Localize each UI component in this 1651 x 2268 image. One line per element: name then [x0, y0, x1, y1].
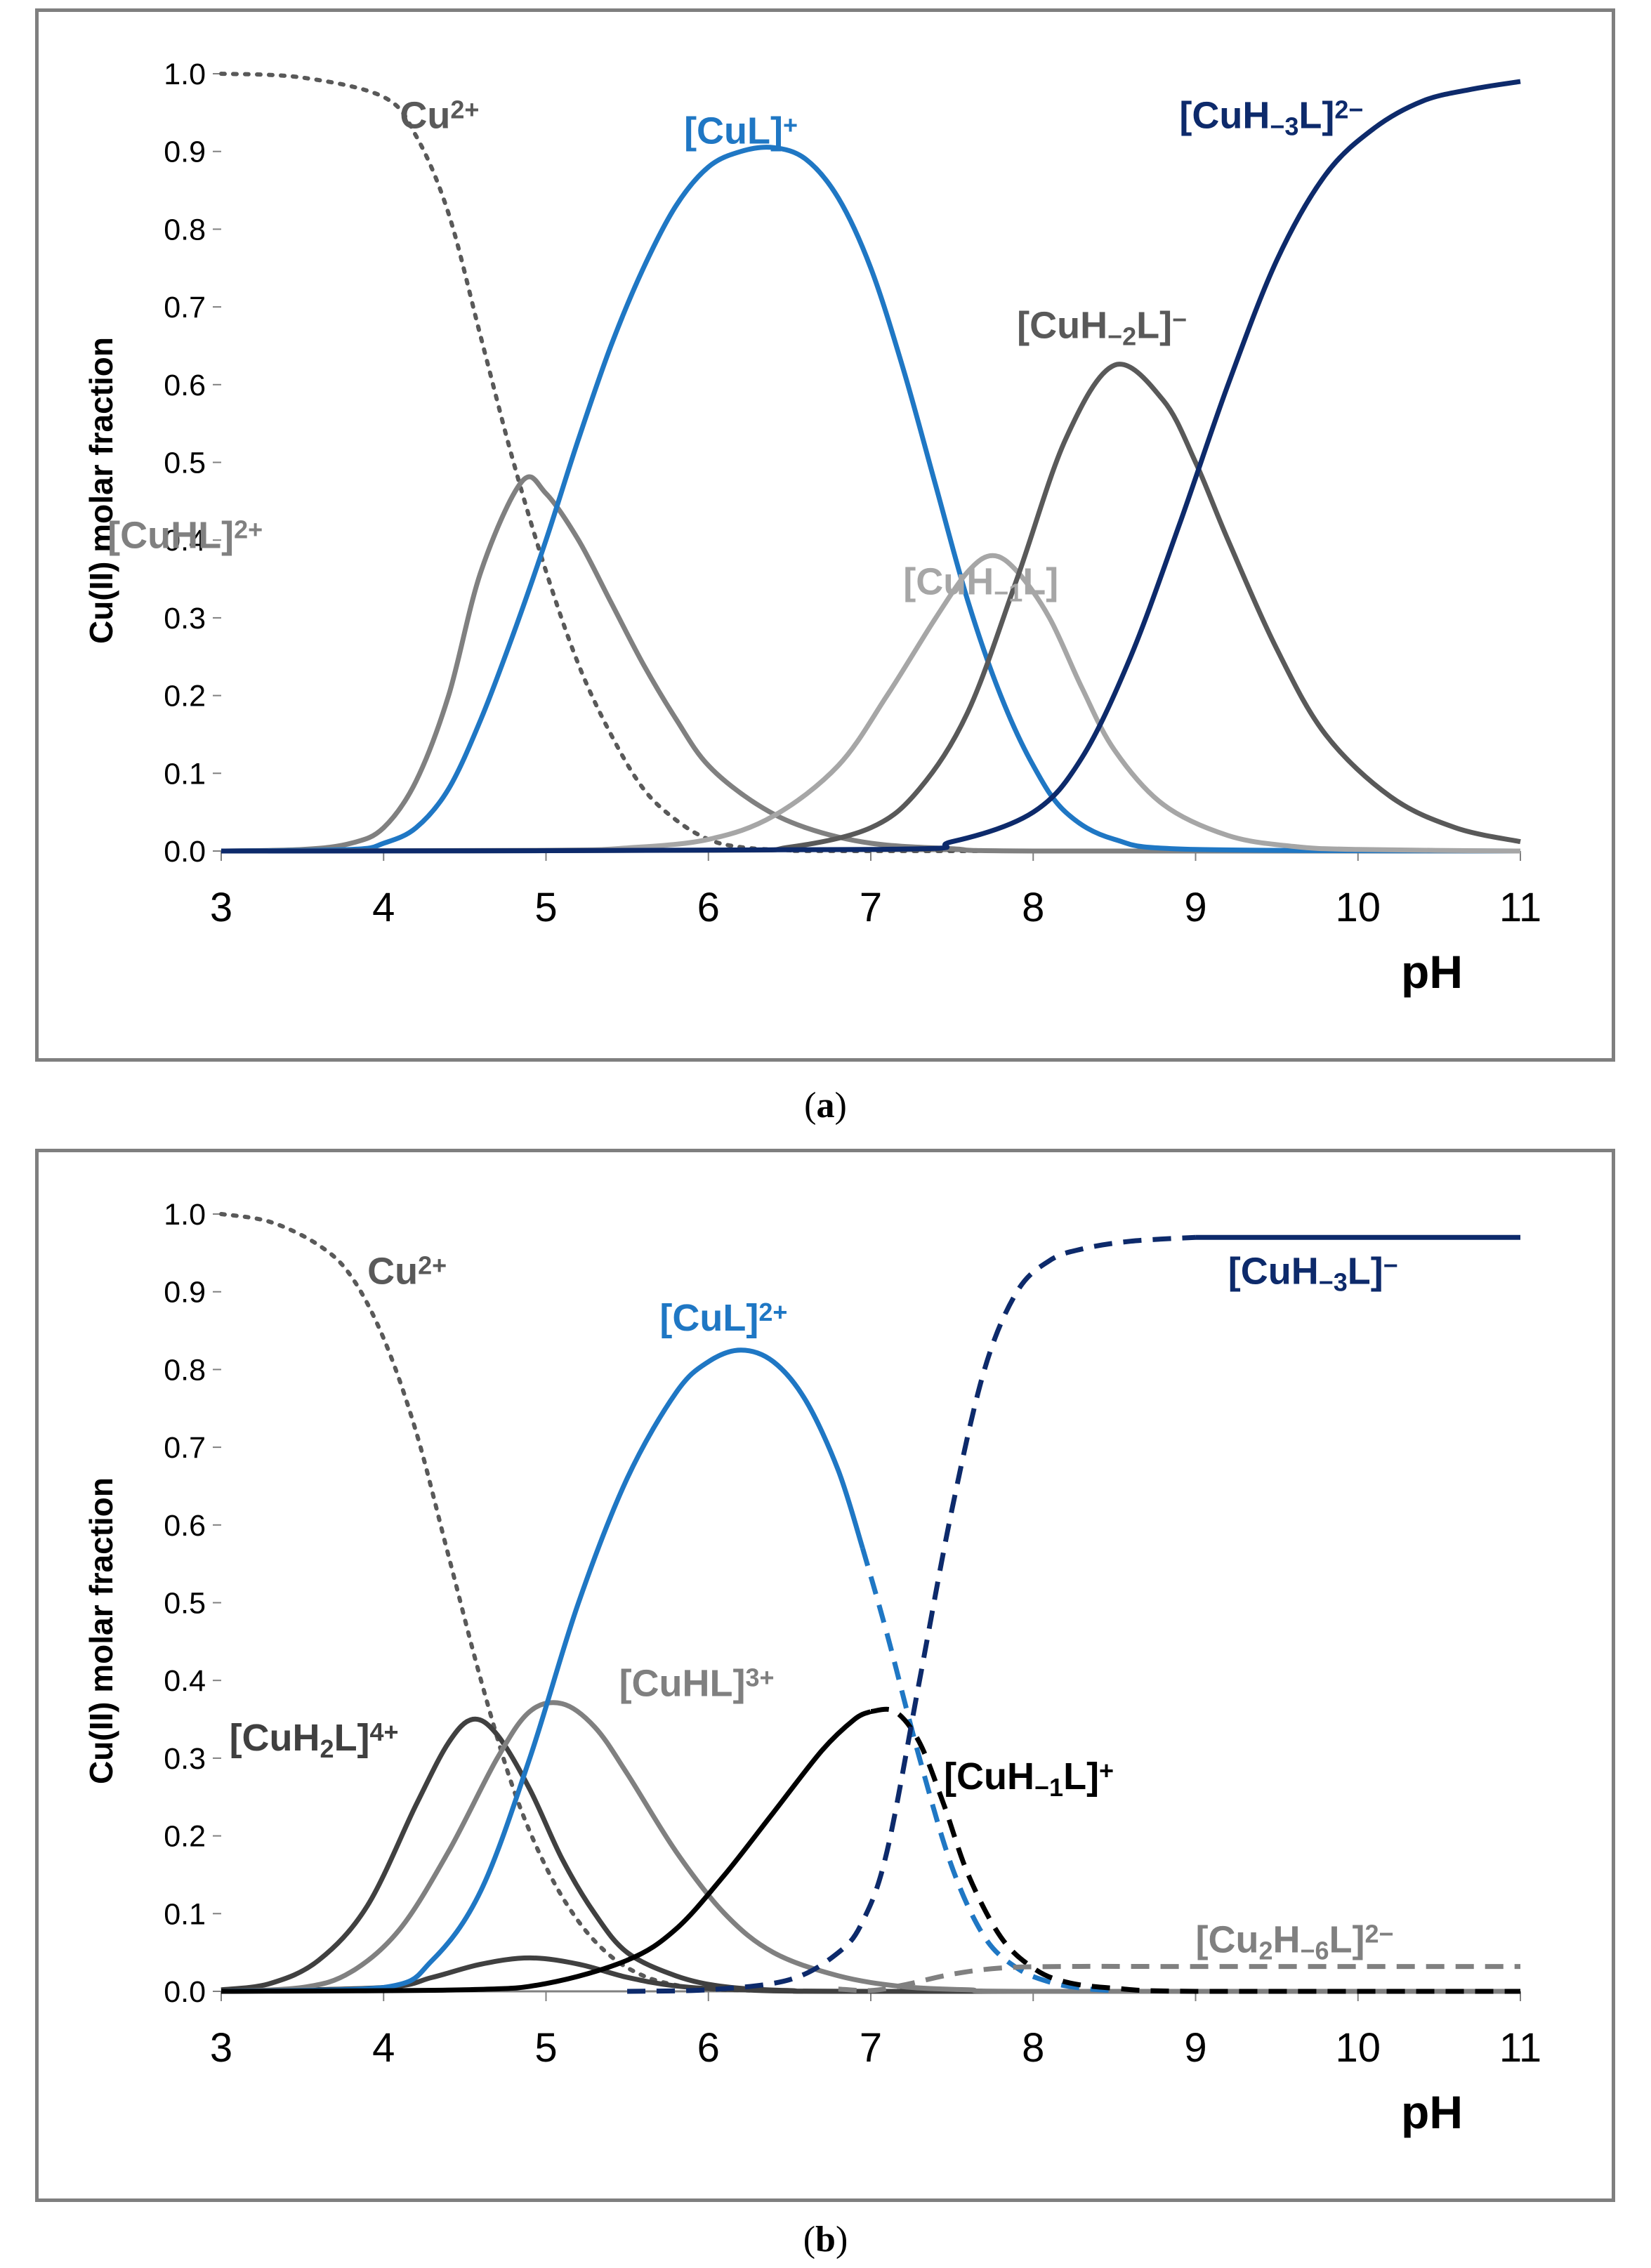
- x-tick-label: 11: [1499, 885, 1541, 930]
- species-label--cul-: [CuL]+: [684, 110, 798, 152]
- caption-b: (b): [803, 2220, 848, 2260]
- x-tick-label: 9: [1184, 2025, 1206, 2071]
- x-tick-label: 4: [372, 885, 395, 930]
- x-tick-label: 9: [1184, 885, 1206, 930]
- y-tick-label: 0.0: [164, 1975, 206, 2009]
- y-tick-label: 0.9: [164, 136, 206, 169]
- y-tick-label: 0.1: [164, 1897, 206, 1931]
- x-tick-label: 3: [210, 2025, 232, 2071]
- y-tick-label: 1.0: [164, 58, 206, 91]
- x-axis-title: pH: [1401, 2086, 1463, 2138]
- y-axis-title: Cu(II) molar fraction: [83, 337, 119, 644]
- series-line--cuhl-3-: [221, 1700, 1520, 1994]
- x-tick-label: 7: [860, 885, 882, 930]
- series-line--cuh-1l-: [221, 1709, 872, 1994]
- series-line-cu2-: [219, 1212, 1522, 1993]
- series-line--cul-2-: [221, 1347, 865, 1994]
- chart-a-svg: 0.0 0.1 0.2 0.3 0.4 0.5 0.6 0.7 0.8 0.9 1.0 3 4 5 6 7 8 9…: [83, 58, 1541, 998]
- series-line--cuh-1l-dashed: [870, 1706, 1520, 1994]
- x-tick-label: 3: [210, 885, 232, 930]
- y-tick-label: 0.3: [164, 602, 206, 635]
- chart-b-svg: 0.0 0.1 0.2 0.3 0.4 0.5 0.6 0.7 0.8 0.9 1.0 3 4 5 6 7 8 9…: [83, 1198, 1541, 2138]
- x-tick-label: 6: [697, 2025, 720, 2071]
- y-tick-label: 0.0: [164, 835, 206, 869]
- caption-a: (a): [804, 1086, 847, 1126]
- y-tick-label: 0.1: [164, 757, 206, 791]
- species-label--cul-2-: [CuL]2+: [659, 1297, 787, 1339]
- x-tick-label: 10: [1335, 2025, 1381, 2071]
- y-tick-label: 0.3: [164, 1742, 206, 1776]
- species-label--cuh2l-4-: [CuH2L]4+: [230, 1717, 399, 1763]
- chart-panel-b: 0.0 0.1 0.2 0.3 0.4 0.5 0.6 0.7 0.8 0.9 1.0 3 4 5 6 7 8 9…: [35, 1149, 1615, 2202]
- species-label-cu2-: Cu2+: [367, 1251, 447, 1293]
- y-tick-label: 0.4: [164, 524, 206, 558]
- x-tick-label: 4: [372, 2025, 395, 2071]
- caption-a-letter: a: [816, 1086, 835, 1126]
- x-axis-title: pH: [1401, 946, 1463, 998]
- species-label--cuh-3l-2-: [CuH−3L]2−: [1179, 94, 1363, 140]
- x-tick-label: 6: [697, 885, 720, 930]
- y-tick-label: 1.0: [164, 1198, 206, 1232]
- x-tick-label: 11: [1499, 2025, 1541, 2071]
- y-tick-label: 0.7: [164, 1431, 206, 1465]
- series-line--cuh-3l-2-: [221, 79, 1521, 854]
- species-label--cuhl-3-: [CuHL]3+: [619, 1662, 775, 1704]
- caption-b-letter: b: [815, 2220, 836, 2260]
- x-tick-label: 8: [1022, 2025, 1044, 2071]
- species-label--cuh-3l-: [CuH−3L]−: [1228, 1251, 1398, 1297]
- series-line--cul-: [221, 145, 1521, 854]
- y-tick-label: 0.6: [164, 369, 206, 402]
- y-tick-label: 0.4: [164, 1664, 206, 1698]
- species-label-cu2-: Cu2+: [400, 94, 479, 136]
- y-tick-label: 0.5: [164, 447, 206, 480]
- x-tick-label: 5: [534, 885, 557, 930]
- y-tick-label: 0.6: [164, 1509, 206, 1543]
- y-tick-label: 0.2: [164, 680, 206, 713]
- x-tick-label: 8: [1022, 885, 1044, 930]
- y-axis-title: Cu(II) molar fraction: [83, 1477, 119, 1784]
- x-tick-label: 10: [1335, 885, 1381, 930]
- chart-panel-a: 0.0 0.1 0.2 0.3 0.4 0.5 0.6 0.7 0.8 0.9 1.0 3 4 5 6 7 8 9…: [35, 8, 1615, 1062]
- y-tick-label: 0.5: [164, 1587, 206, 1621]
- y-tick-label: 0.2: [164, 1820, 206, 1854]
- y-tick-label: 0.8: [164, 213, 206, 246]
- y-tick-label: 0.9: [164, 1276, 206, 1310]
- series-line--cul-2-dashed: [860, 1548, 1115, 1993]
- species-label--cuhl-2-: [CuHL]2+: [107, 514, 263, 556]
- series-line--cuh-1l-: [221, 553, 1521, 854]
- x-tick-label: 7: [860, 2025, 882, 2071]
- series-line--cuh-3l-: [627, 1234, 1196, 1994]
- series-line--cuhl-2-: [221, 474, 1520, 854]
- y-tick-label: 0.7: [164, 291, 206, 324]
- species-label--cu2h-6l-2-: [Cu2H−6L]2−: [1196, 1919, 1394, 1965]
- species-label--cuh-2l-: [CuH−2L]−: [1017, 304, 1187, 350]
- x-tick-label: 5: [534, 2025, 557, 2071]
- species-label--cuh-1l-: [CuH−1L]: [903, 561, 1058, 607]
- species-label--cuh-1l-: [CuH−1L]+: [944, 1755, 1114, 1802]
- series-line--cu2h-6l-2-: [838, 1963, 1521, 1993]
- y-tick-label: 0.8: [164, 1353, 206, 1387]
